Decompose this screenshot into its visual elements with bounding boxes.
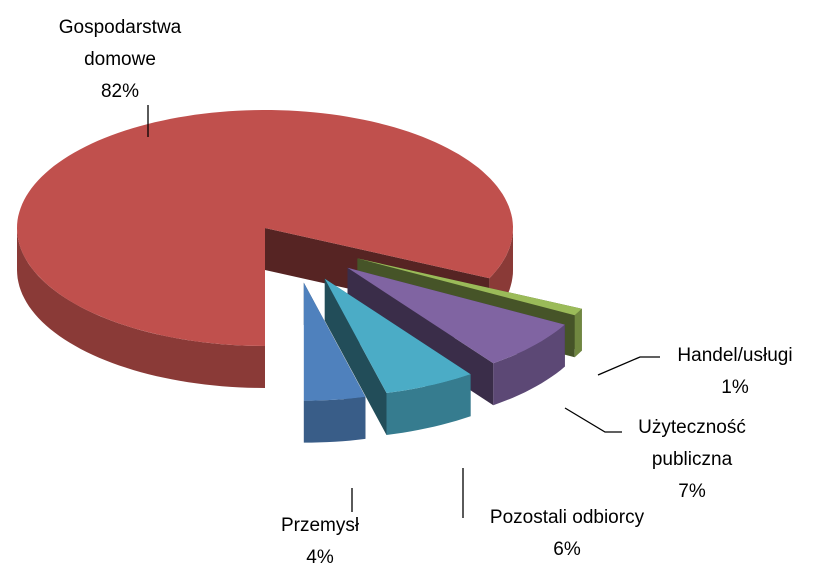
slice-label: Pozostali odbiorcy 6% — [462, 502, 672, 564]
leader-line — [597, 356, 660, 376]
value-label: 7% — [678, 481, 706, 502]
slice-wall — [386, 374, 471, 435]
slice-label: Użyteczność publiczna 7% — [612, 412, 772, 508]
category-name: Gospodarstwa domowe — [58, 17, 182, 70]
slice-wall — [574, 308, 582, 358]
value-label: 1% — [721, 377, 749, 398]
value-label: 4% — [306, 547, 334, 564]
pie-slice — [357, 258, 582, 316]
pie-slice — [347, 267, 565, 364]
slice-wall — [17, 228, 265, 388]
slice-label: Handel/usługi 1% — [655, 340, 815, 404]
value-label: 82% — [100, 81, 140, 102]
slice-cut-face — [324, 278, 387, 435]
category-name: Przemysł — [280, 515, 360, 536]
leader-line — [564, 407, 622, 433]
slice-label: Przemysł 4% — [270, 510, 370, 564]
pie-slice — [324, 278, 471, 393]
category-name: Handel/usługi — [677, 345, 793, 366]
category-name: Użyteczność publiczna — [638, 417, 746, 470]
category-name: Pozostali odbiorcy — [489, 507, 645, 528]
pie-slice — [303, 282, 366, 401]
slice-wall — [493, 324, 565, 406]
value-label: 6% — [553, 539, 581, 560]
pie-slice — [17, 110, 513, 346]
slice-label: Gospodarstwa domowe 82% — [45, 12, 195, 108]
slice-wall — [303, 396, 366, 443]
